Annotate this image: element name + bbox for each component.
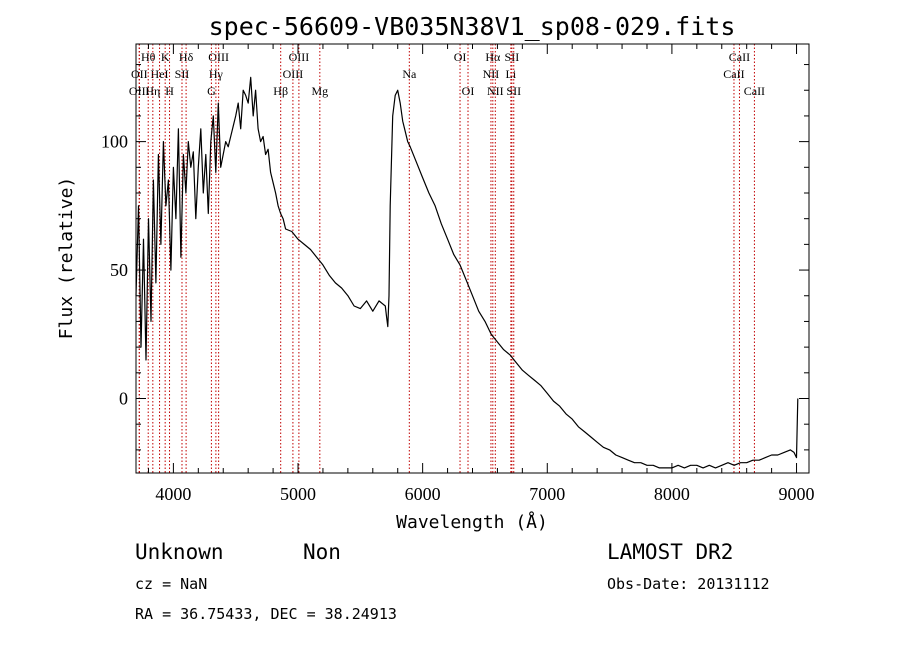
x-tick-label: 9000 (779, 484, 815, 504)
line-label: SII (506, 84, 521, 98)
line-label: K (161, 50, 170, 64)
line-label: CaII (723, 67, 744, 81)
line-label: Li (506, 67, 517, 81)
y-tick-labels: 0 50 100 (101, 132, 128, 409)
line-label: CaII (744, 84, 765, 98)
obs-date: Obs-Date: 20131112 (607, 575, 770, 593)
x-tick-label: 8000 (654, 484, 690, 504)
y-axis-label: Flux (relative) (56, 177, 77, 340)
survey-name: LAMOST DR2 (607, 540, 733, 564)
x-tick-labels: 4000 5000 6000 7000 8000 9000 (155, 484, 814, 504)
x-tick-label: 6000 (405, 484, 441, 504)
spectrum-series-line (135, 76, 799, 469)
line-label: OIII (129, 84, 150, 98)
line-label: OIII (208, 50, 229, 64)
y-tick-label: 0 (119, 389, 128, 409)
spectral-subclass: Non (303, 540, 341, 564)
line-label: Hδ (179, 50, 194, 64)
line-label: NII (483, 67, 500, 81)
line-label: Hβ (273, 84, 288, 98)
line-label: OIII (289, 50, 310, 64)
ra-dec: RA = 36.75433, DEC = 38.24913 (135, 605, 397, 623)
line-label: OI (454, 50, 467, 64)
spectral-class: Unknown (135, 540, 224, 564)
line-label: OII (131, 67, 148, 81)
line-label: Hθ (141, 50, 156, 64)
line-label: NII (487, 84, 504, 98)
axis-ticks (136, 44, 809, 473)
line-label: HeI (151, 67, 169, 81)
redshift-cz: cz = NaN (135, 575, 207, 593)
line-label: Mg (311, 84, 328, 98)
line-label: OIII (283, 67, 304, 81)
x-tick-label: 4000 (155, 484, 191, 504)
x-tick-label: 5000 (280, 484, 316, 504)
line-label: SII (505, 50, 520, 64)
line-label: H (165, 84, 174, 98)
line-label: Hη (145, 84, 160, 98)
line-label: G (207, 84, 216, 98)
line-label: CaII (729, 50, 750, 64)
line-label: Na (402, 67, 417, 81)
line-label: OI (462, 84, 475, 98)
x-axis-label: Wavelength (Å) (396, 511, 548, 533)
y-tick-label: 50 (110, 260, 128, 280)
line-label: SII (175, 67, 190, 81)
line-label: Hα (485, 50, 501, 64)
chart-title: spec-56609-VB035N38V1_sp08-029.fits (209, 12, 736, 41)
line-label: Hγ (209, 67, 224, 81)
x-tick-label: 7000 (529, 484, 565, 504)
y-tick-label: 100 (101, 132, 128, 152)
plot-area (135, 76, 799, 469)
